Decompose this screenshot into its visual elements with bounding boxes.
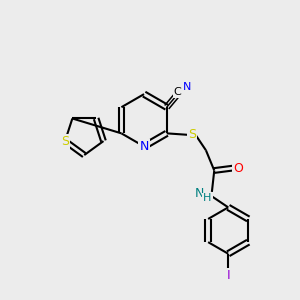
Text: N: N xyxy=(195,187,204,200)
Text: H: H xyxy=(203,194,212,203)
Text: N: N xyxy=(140,140,149,153)
Text: S: S xyxy=(61,135,69,148)
Text: O: O xyxy=(233,162,243,175)
Text: S: S xyxy=(188,128,196,141)
Text: N: N xyxy=(183,82,192,92)
Text: I: I xyxy=(226,268,230,282)
Text: C: C xyxy=(174,87,182,98)
